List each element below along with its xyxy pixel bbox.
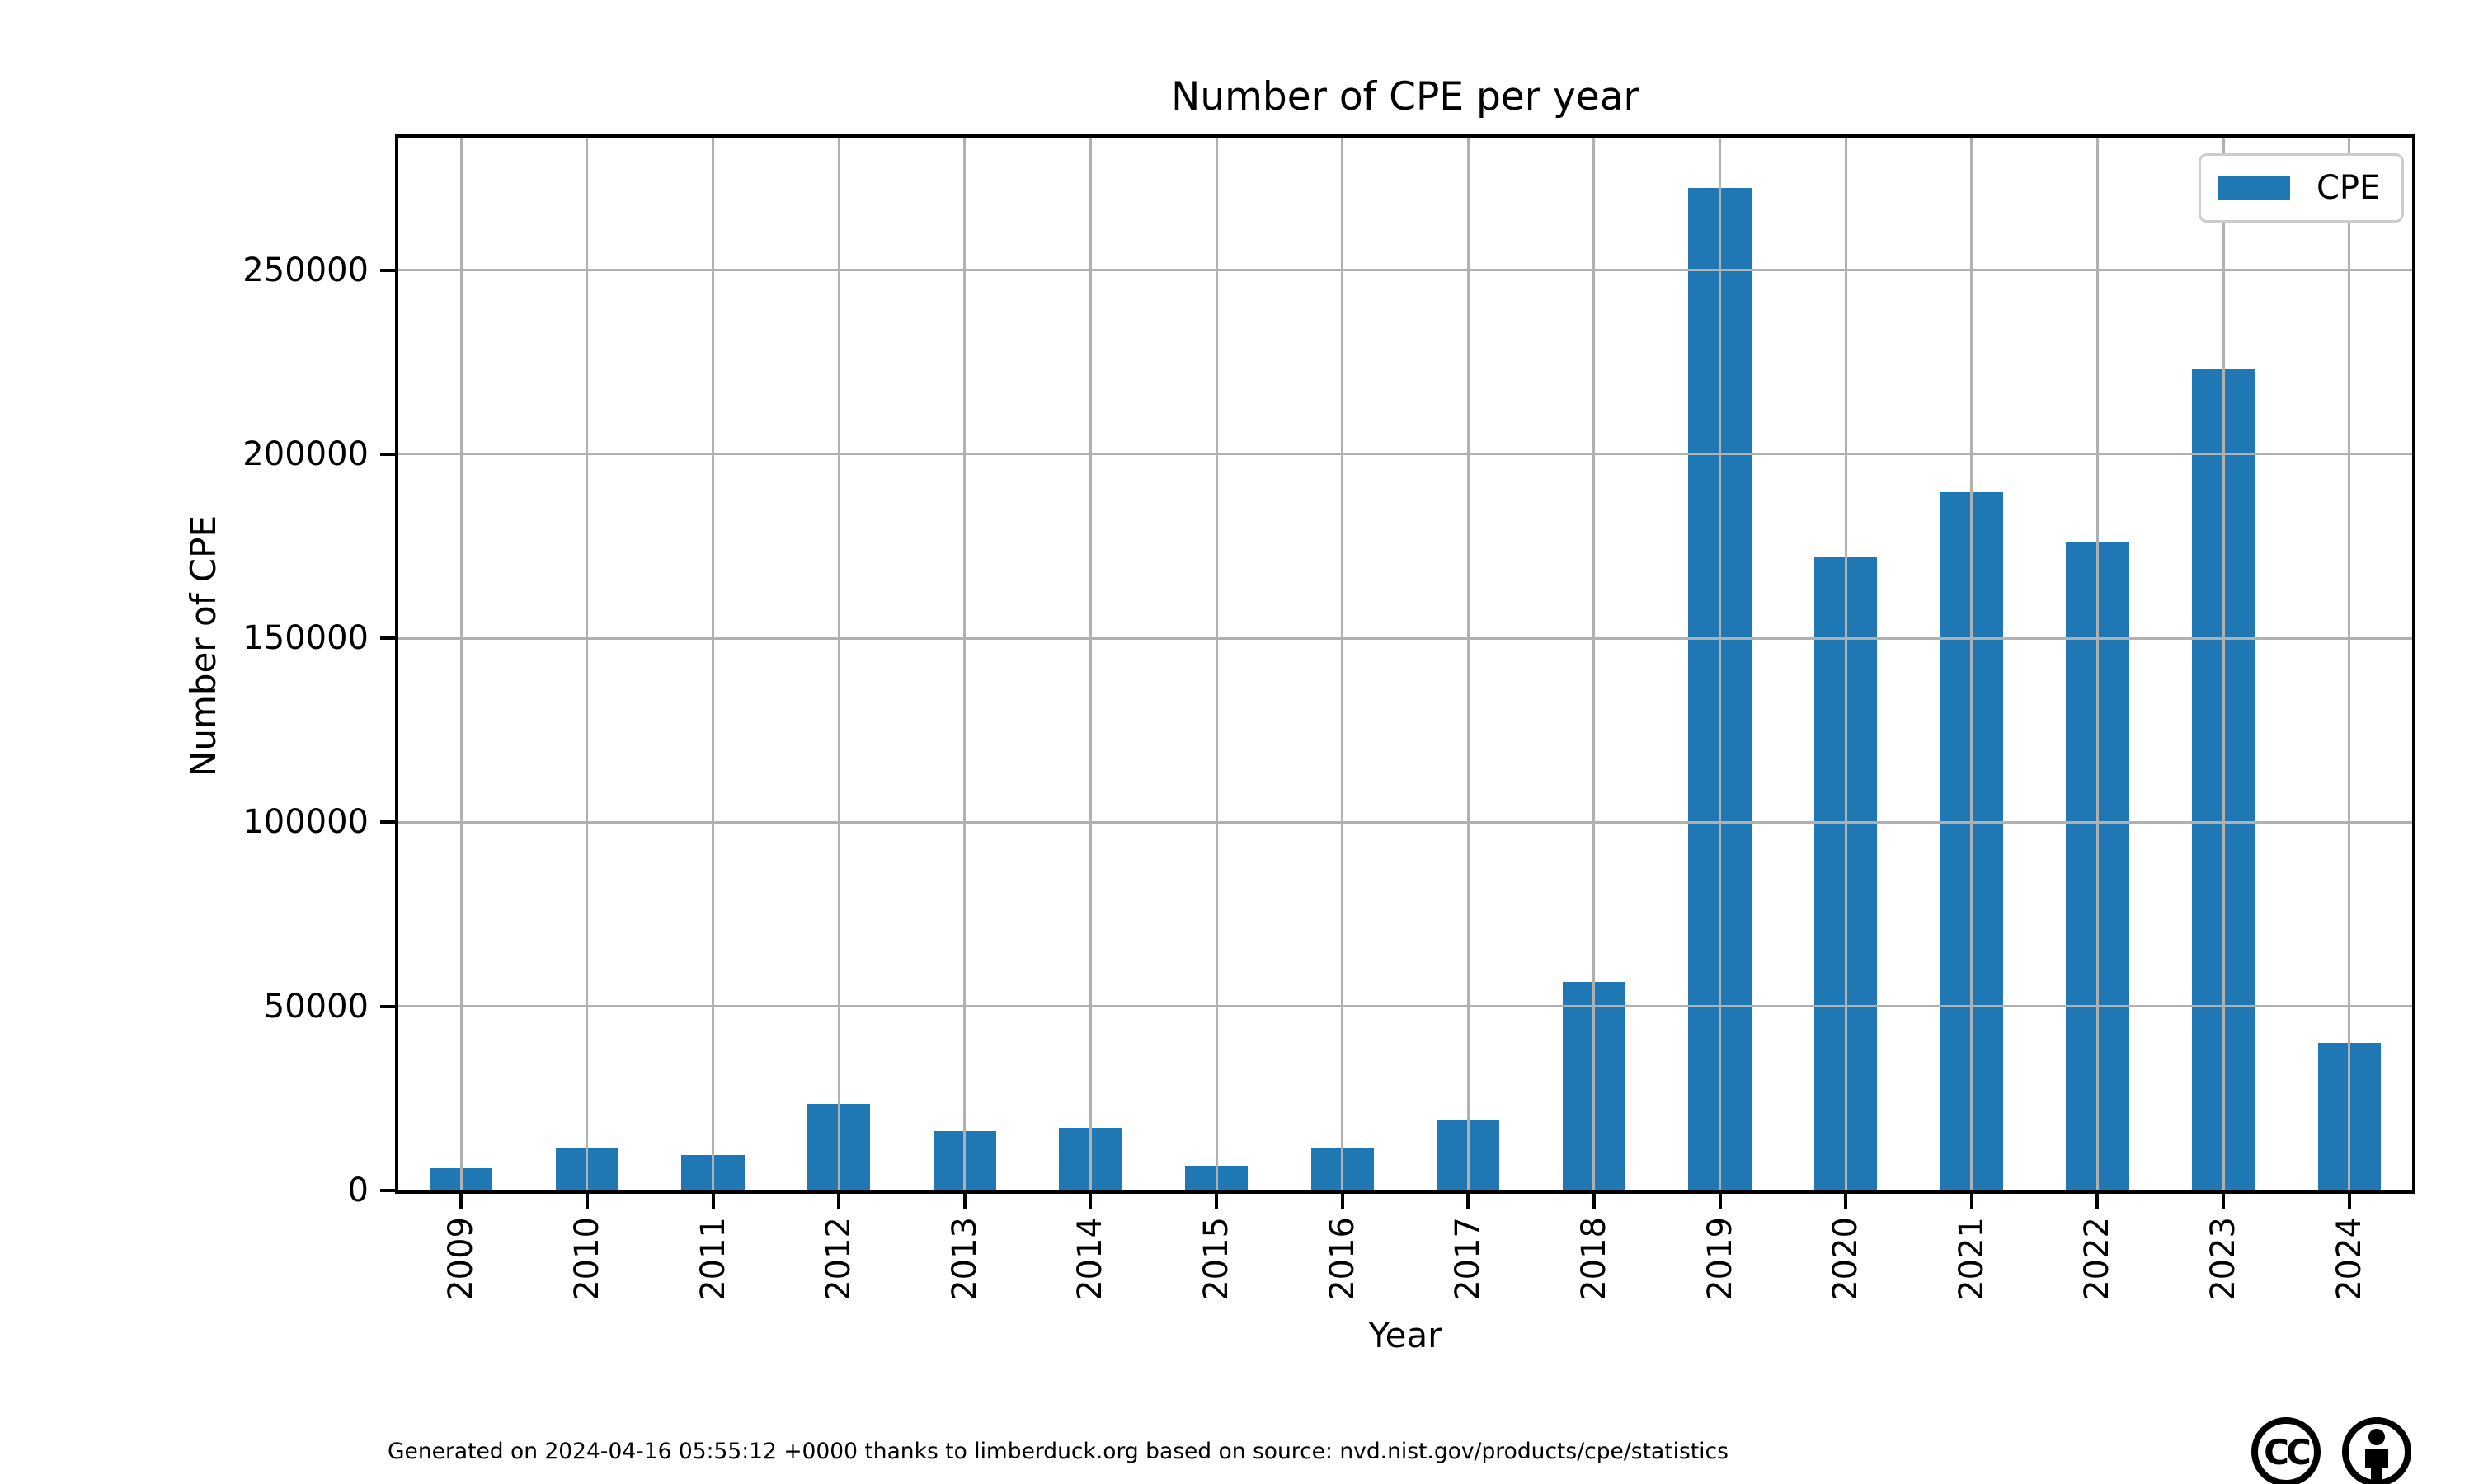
x-tick-label: 2021: [1952, 1217, 1991, 1301]
x-tick-mark: [837, 1190, 841, 1209]
x-tick-mark: [585, 1190, 589, 1209]
x-gridline: [712, 138, 715, 1190]
x-tick-label: 2019: [1700, 1217, 1739, 1301]
y-tick-mark: [380, 820, 398, 824]
cc-icon: CC: [2251, 1417, 2321, 1484]
x-gridline: [1341, 138, 1344, 1190]
y-tick-label: 200000: [242, 434, 369, 473]
x-gridline: [1719, 138, 1722, 1190]
cc-by-icon: [2342, 1417, 2411, 1484]
x-gridline: [586, 138, 589, 1190]
y-gridline: [398, 453, 2412, 456]
x-gridline: [1970, 138, 1973, 1190]
y-gridline: [398, 1005, 2412, 1008]
x-tick-label: 2013: [945, 1217, 984, 1301]
x-gridline: [1592, 138, 1596, 1190]
y-gridline: [398, 269, 2412, 272]
y-tick-mark: [380, 1189, 398, 1192]
y-tick-label: 150000: [242, 619, 369, 658]
footer-text: Generated on 2024-04-16 05:55:12 +0000 t…: [388, 1439, 1729, 1464]
x-tick-mark: [2095, 1190, 2100, 1209]
x-tick-label: 2012: [820, 1217, 858, 1301]
x-tick-mark: [711, 1190, 715, 1209]
x-tick-mark: [1215, 1190, 1219, 1209]
x-tick-label: 2022: [2078, 1217, 2117, 1301]
x-gridline: [2348, 138, 2351, 1190]
y-gridline: [398, 820, 2412, 824]
x-tick-mark: [1969, 1190, 1973, 1209]
y-tick-label: 250000: [242, 251, 369, 289]
x-gridline: [1089, 138, 1092, 1190]
x-tick-label: 2016: [1323, 1217, 1362, 1301]
x-axis-label: Year: [1368, 1315, 1442, 1355]
x-tick-mark: [1089, 1190, 1093, 1209]
y-tick-mark: [380, 636, 398, 641]
x-tick-mark: [2347, 1190, 2351, 1209]
x-tick-mark: [1844, 1190, 1848, 1209]
x-tick-label: 2017: [1449, 1217, 1488, 1301]
x-tick-mark: [1340, 1190, 1344, 1209]
x-tick-mark: [1592, 1190, 1596, 1209]
x-gridline: [837, 138, 840, 1190]
svg-text:CC: CC: [2264, 1432, 2310, 1472]
legend-label: CPE: [2316, 169, 2381, 207]
legend: CPE: [2199, 153, 2405, 223]
y-tick-label: 0: [347, 1172, 369, 1209]
x-tick-mark: [1718, 1190, 1722, 1209]
x-tick-label: 2014: [1071, 1217, 1110, 1301]
x-tick-mark: [962, 1190, 967, 1209]
x-tick-mark: [2222, 1190, 2226, 1209]
x-gridline: [1215, 138, 1218, 1190]
x-tick-label: 2015: [1197, 1217, 1236, 1301]
x-tick-mark: [459, 1190, 463, 1209]
x-tick-label: 2023: [2204, 1217, 2243, 1301]
x-gridline: [1466, 138, 1470, 1190]
y-tick-label: 50000: [263, 987, 369, 1026]
x-tick-label: 2011: [694, 1217, 732, 1301]
y-tick-label: 100000: [242, 803, 369, 842]
y-tick-mark: [380, 452, 398, 456]
x-gridline: [459, 138, 463, 1190]
x-tick-label: 2024: [2330, 1217, 2368, 1301]
plot-area: [395, 134, 2415, 1194]
y-tick-mark: [380, 268, 398, 272]
y-tick-mark: [380, 1004, 398, 1008]
legend-swatch: [2218, 176, 2290, 200]
x-tick-label: 2010: [567, 1217, 606, 1301]
x-gridline: [1844, 138, 1847, 1190]
license-badges: CC: [2249, 1415, 2414, 1484]
chart-title: Number of CPE per year: [1171, 74, 1639, 120]
x-tick-label: 2018: [1574, 1217, 1613, 1301]
x-tick-label: 2020: [1827, 1217, 1865, 1301]
x-gridline: [2222, 138, 2225, 1190]
x-gridline: [963, 138, 967, 1190]
y-gridline: [398, 636, 2412, 640]
x-tick-mark: [1466, 1190, 1470, 1209]
x-gridline: [2095, 138, 2099, 1190]
x-tick-label: 2009: [442, 1217, 481, 1301]
